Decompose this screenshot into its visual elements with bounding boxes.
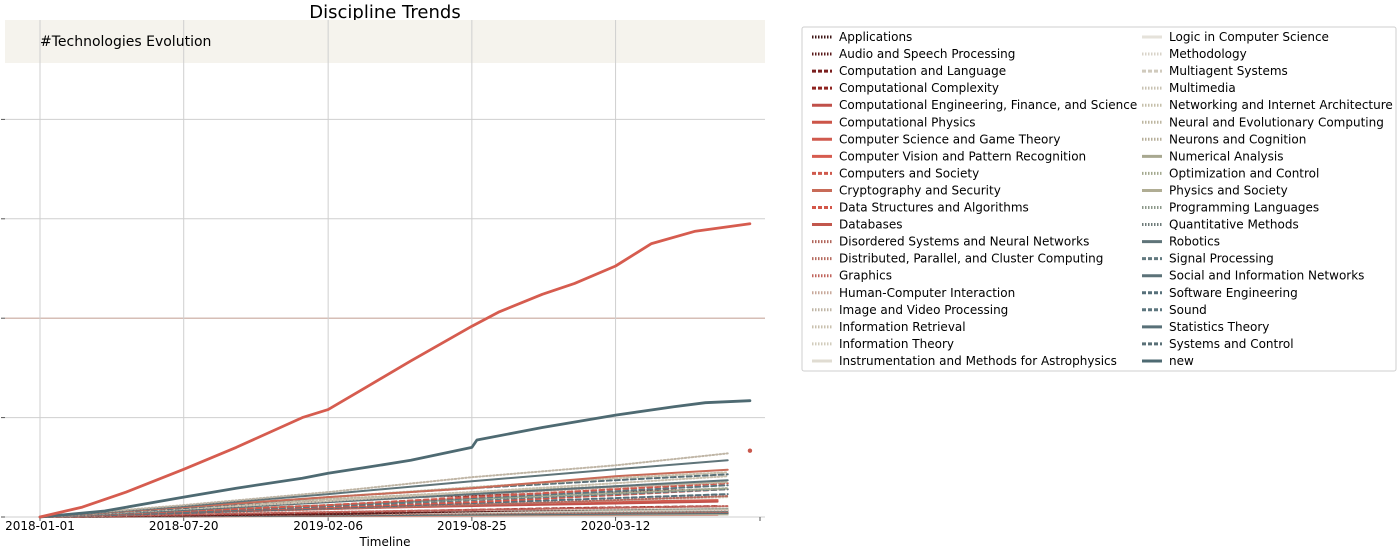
legend-label: Systems and Control (1169, 337, 1294, 351)
legend: Applications Audio and Speech Processing C… (812, 30, 1393, 368)
legend-label: new (1169, 354, 1194, 368)
legend-label: Multimedia (1169, 81, 1236, 95)
series-line (39, 482, 729, 518)
series-layer (38, 222, 753, 519)
legend-label: Methodology (1169, 47, 1247, 61)
legend-label: Multiagent Systems (1169, 64, 1288, 78)
legend-label: Disordered Systems and Neural Networks (839, 235, 1089, 249)
legend-label: Audio and Speech Processing (839, 47, 1015, 61)
legend-label: Cryptography and Security (839, 183, 1001, 197)
legend-label: Programming Languages (1169, 201, 1319, 215)
series-line (38, 399, 752, 519)
x-tick-label: 2019-08-25 (437, 519, 507, 533)
series-line (38, 222, 752, 519)
legend-label: Databases (839, 218, 903, 232)
grid (5, 20, 765, 518)
legend-box (801, 26, 1397, 372)
plot-area (5, 20, 765, 517)
legend-label: Distributed, Parallel, and Cluster Compu… (839, 252, 1103, 266)
legend-label: Neurons and Cognition (1169, 132, 1306, 146)
legend-label: Image and Video Processing (839, 303, 1008, 317)
legend-label: Logic in Computer Science (1169, 30, 1329, 44)
legend-label: Signal Processing (1169, 252, 1274, 266)
series-line (39, 452, 729, 518)
legend-label: Computational Complexity (839, 81, 999, 95)
legend-label: Human-Computer Interaction (839, 286, 1015, 300)
annotation-text: #Technologies Evolution (40, 34, 211, 50)
annotation-band (5, 20, 765, 63)
legend-label: Computers and Society (839, 166, 979, 180)
legend-label: Robotics (1169, 235, 1220, 249)
legend-label: Computational Engineering, Finance, and … (839, 98, 1137, 112)
legend-label: Information Retrieval (839, 320, 966, 334)
x-tick-label: 2020-03-12 (581, 519, 651, 533)
legend-label: Optimization and Control (1169, 166, 1319, 180)
legend-label: Computation and Language (839, 64, 1006, 78)
legend-label: Physics and Society (1169, 183, 1288, 197)
legend-label: Data Structures and Algorithms (839, 201, 1029, 215)
legend-label: Computational Physics (839, 115, 976, 129)
legend-label: Applications (839, 30, 912, 44)
series-point (747, 448, 753, 453)
chart-title: Discipline Trends (309, 2, 460, 23)
legend-label: Instrumentation and Methods for Astrophy… (839, 354, 1117, 368)
x-tick-label: 2018-07-20 (149, 519, 219, 533)
legend-label: Neural and Evolutionary Computing (1169, 115, 1384, 129)
legend-label: Sound (1169, 303, 1207, 317)
legend-label: Computer Vision and Pattern Recognition (839, 149, 1086, 163)
series-line (39, 505, 729, 518)
legend-label: Quantitative Methods (1169, 218, 1299, 232)
legend-label: Networking and Internet Architecture (1169, 98, 1393, 112)
x-axis-label: Timeline (358, 535, 410, 549)
legend-label: Software Engineering (1169, 286, 1298, 300)
x-tick-labels: 2018-01-01 2018-07-20 2019-02-06 2019-08-25… (5, 519, 650, 533)
x-tick-label: 2019-02-06 (293, 519, 363, 533)
legend-label: Statistics Theory (1169, 320, 1269, 334)
legend-label: Social and Information Networks (1169, 269, 1364, 283)
legend-label: Graphics (839, 269, 892, 283)
x-tick-label: 2018-01-01 (5, 519, 75, 533)
legend-label: Information Theory (839, 337, 954, 351)
legend-label: Numerical Analysis (1169, 149, 1283, 163)
legend-label: Computer Science and Game Theory (839, 132, 1060, 146)
